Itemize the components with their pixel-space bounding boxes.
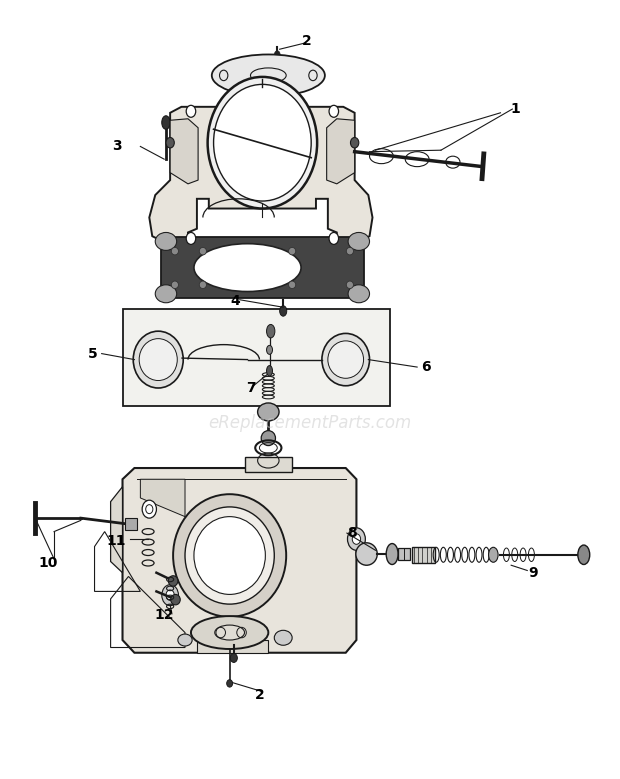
Ellipse shape [191,616,268,649]
Polygon shape [123,468,356,653]
Ellipse shape [267,365,273,376]
Ellipse shape [212,55,325,97]
Polygon shape [110,487,123,573]
Text: 6: 6 [421,360,431,374]
Text: 2: 2 [255,688,264,702]
Ellipse shape [288,248,296,255]
Ellipse shape [139,339,177,380]
Ellipse shape [489,548,498,562]
Ellipse shape [347,248,353,255]
Ellipse shape [230,654,237,662]
Ellipse shape [166,590,174,601]
Ellipse shape [186,105,196,118]
Text: 3: 3 [112,139,122,153]
Ellipse shape [322,333,370,386]
Bar [161,237,363,298]
Ellipse shape [171,248,179,255]
Ellipse shape [169,576,178,586]
Ellipse shape [274,51,280,60]
Ellipse shape [166,137,174,148]
Text: 11: 11 [107,534,126,548]
Polygon shape [149,107,373,244]
Polygon shape [170,118,198,184]
Ellipse shape [267,324,275,338]
Text: eReplacementParts.com: eReplacementParts.com [208,414,412,432]
Ellipse shape [194,516,265,594]
Ellipse shape [142,500,156,518]
Bar [123,308,391,406]
Text: 7: 7 [246,381,255,395]
Ellipse shape [258,403,279,421]
Ellipse shape [171,281,179,288]
Polygon shape [327,118,355,184]
Ellipse shape [162,585,179,605]
Ellipse shape [267,345,273,354]
Ellipse shape [261,431,275,446]
Ellipse shape [578,545,590,565]
Polygon shape [140,479,185,516]
Ellipse shape [356,543,377,566]
Ellipse shape [178,634,192,646]
Text: 1: 1 [510,102,520,116]
Ellipse shape [288,281,296,288]
Ellipse shape [227,679,232,687]
Ellipse shape [185,507,274,605]
Ellipse shape [173,494,286,617]
Ellipse shape [347,281,353,288]
Ellipse shape [329,105,339,118]
Ellipse shape [155,232,177,250]
Ellipse shape [162,116,170,129]
Ellipse shape [199,281,206,288]
Text: 4: 4 [231,294,241,308]
Ellipse shape [280,305,287,316]
Ellipse shape [208,77,317,209]
Text: 2: 2 [302,34,312,48]
Ellipse shape [347,528,365,550]
Text: 12: 12 [154,608,174,622]
Ellipse shape [199,248,206,255]
Bar [398,548,410,560]
Bar [244,456,292,472]
Ellipse shape [329,232,339,245]
Ellipse shape [155,285,177,303]
Ellipse shape [348,232,370,250]
Text: 5: 5 [88,347,97,361]
Polygon shape [197,640,268,653]
Ellipse shape [133,331,184,388]
Ellipse shape [328,341,363,379]
Text: 8: 8 [347,526,356,540]
Ellipse shape [386,544,398,565]
Ellipse shape [194,244,301,291]
Bar [412,547,435,563]
Ellipse shape [350,137,359,148]
Ellipse shape [186,232,196,245]
Text: 9: 9 [528,566,538,580]
Ellipse shape [348,285,370,303]
Ellipse shape [274,630,292,645]
Ellipse shape [215,625,244,640]
Bar [125,518,138,530]
Ellipse shape [213,84,311,201]
Ellipse shape [352,534,361,545]
Text: 10: 10 [38,556,58,570]
Ellipse shape [170,594,180,605]
